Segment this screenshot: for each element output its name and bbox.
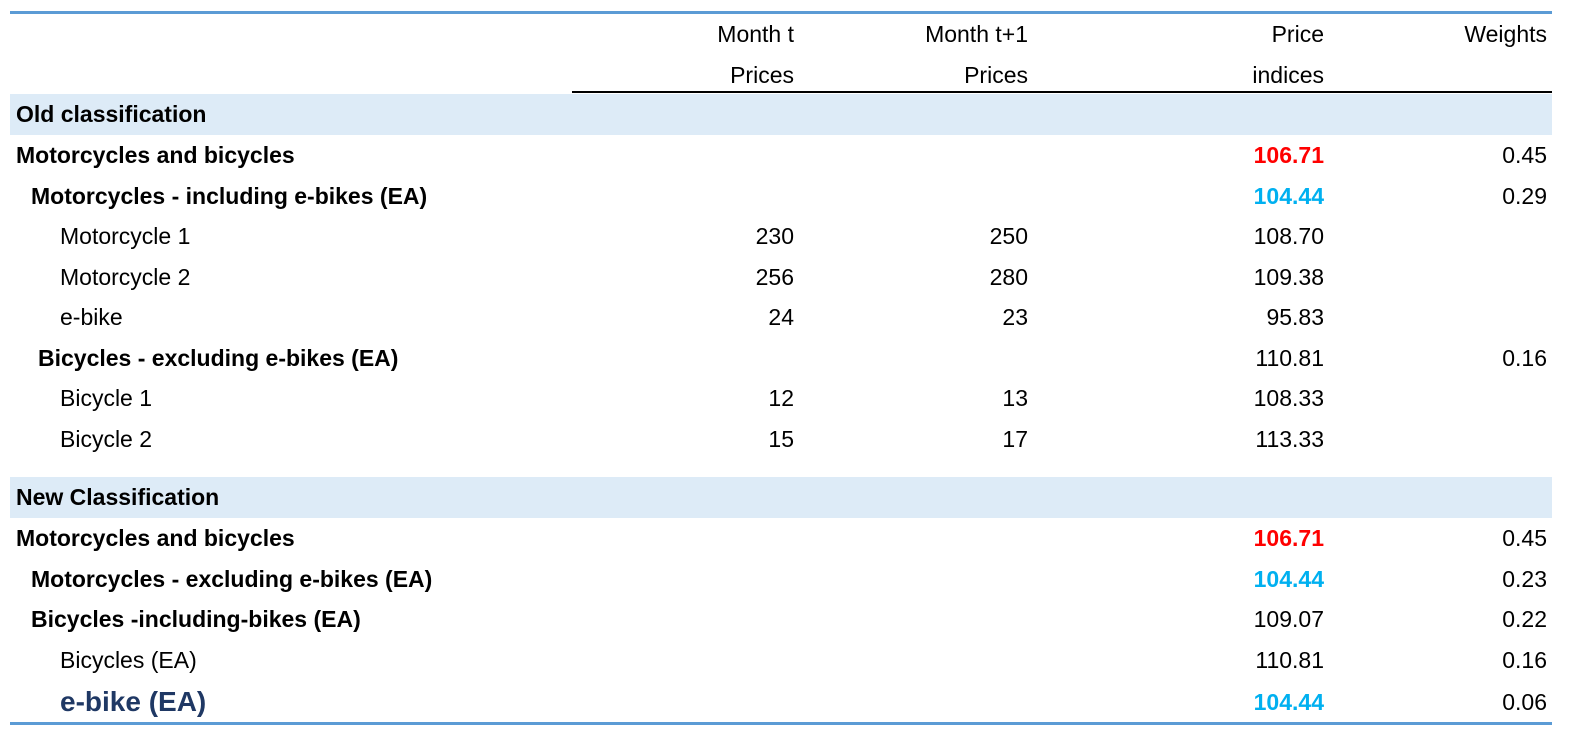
price-index: 104.44 bbox=[1253, 565, 1324, 592]
row-label: e-bike (EA) bbox=[60, 686, 207, 717]
header-rule bbox=[572, 91, 1552, 93]
header-weights: Weights bbox=[1464, 21, 1547, 47]
month-t1-price: 250 bbox=[989, 223, 1028, 249]
row-label: Motorcycles and bicycles bbox=[16, 142, 295, 168]
price-index: 106.71 bbox=[1253, 142, 1324, 168]
header-month-t1-line2: Prices bbox=[964, 62, 1028, 88]
row-label: Bicycles -including-bikes (EA) bbox=[31, 606, 361, 632]
price-index: 104.44 bbox=[1253, 689, 1324, 715]
section-band bbox=[10, 94, 1552, 135]
month-t1-price: 13 bbox=[1002, 385, 1028, 411]
row-label: Bicycles (EA) bbox=[60, 646, 197, 673]
header-price-indices-line2: indices bbox=[1252, 62, 1324, 88]
month-t-price: 15 bbox=[768, 425, 794, 452]
month-t-price: 256 bbox=[755, 263, 794, 290]
month-t1-price: 23 bbox=[1002, 304, 1028, 330]
header-month-t-line2: Prices bbox=[730, 62, 794, 88]
row-label: Motorcycles - excluding e-bikes (EA) bbox=[31, 565, 433, 592]
row-label: Bicycle 2 bbox=[60, 425, 153, 452]
row-label: Motorcycle 2 bbox=[60, 263, 191, 290]
price-index: 110.81 bbox=[1255, 646, 1324, 673]
weight: 0.06 bbox=[1502, 689, 1547, 715]
month-t1-price: 17 bbox=[1002, 425, 1028, 452]
section-title: Old classification bbox=[16, 101, 207, 127]
price-index: 95.83 bbox=[1266, 304, 1324, 330]
month-t-price: 12 bbox=[768, 385, 794, 411]
month-t-price: 24 bbox=[768, 304, 794, 330]
header-month-t-line1: Month t bbox=[717, 21, 794, 47]
weight: 0.29 bbox=[1502, 182, 1547, 209]
weight: 0.45 bbox=[1502, 142, 1547, 168]
weight: 0.23 bbox=[1502, 565, 1547, 592]
section-title: New Classification bbox=[16, 484, 220, 510]
weight: 0.16 bbox=[1502, 344, 1547, 371]
weight: 0.16 bbox=[1502, 646, 1547, 673]
price-index: 109.07 bbox=[1253, 606, 1324, 632]
row-label: Bicycles - excluding e-bikes (EA) bbox=[38, 344, 399, 371]
row-label: e-bike bbox=[60, 304, 123, 330]
row-label: Motorcycles and bicycles bbox=[16, 525, 295, 551]
header-price-indices-line1: Price bbox=[1271, 21, 1324, 47]
table-top-rule bbox=[10, 11, 1552, 14]
price-index: 106.71 bbox=[1253, 525, 1324, 551]
weight: 0.45 bbox=[1502, 525, 1547, 551]
table-bottom-rule bbox=[10, 722, 1552, 725]
price-index: 110.81 bbox=[1255, 344, 1324, 371]
month-t-price: 230 bbox=[755, 223, 794, 249]
price-index: 108.33 bbox=[1253, 385, 1324, 411]
header-month-t1-line1: Month t+1 bbox=[925, 21, 1028, 47]
month-t1-price: 280 bbox=[989, 263, 1028, 290]
price-index: 108.70 bbox=[1253, 223, 1324, 249]
price-index: 104.44 bbox=[1253, 182, 1324, 209]
price-index: 109.38 bbox=[1253, 263, 1324, 290]
row-label: Motorcycle 1 bbox=[60, 223, 191, 249]
row-label: Bicycle 1 bbox=[60, 385, 153, 411]
section-band bbox=[10, 477, 1552, 518]
row-label: Motorcycles - including e-bikes (EA) bbox=[31, 182, 428, 209]
weight: 0.22 bbox=[1502, 606, 1547, 632]
price-index: 113.33 bbox=[1255, 425, 1324, 452]
